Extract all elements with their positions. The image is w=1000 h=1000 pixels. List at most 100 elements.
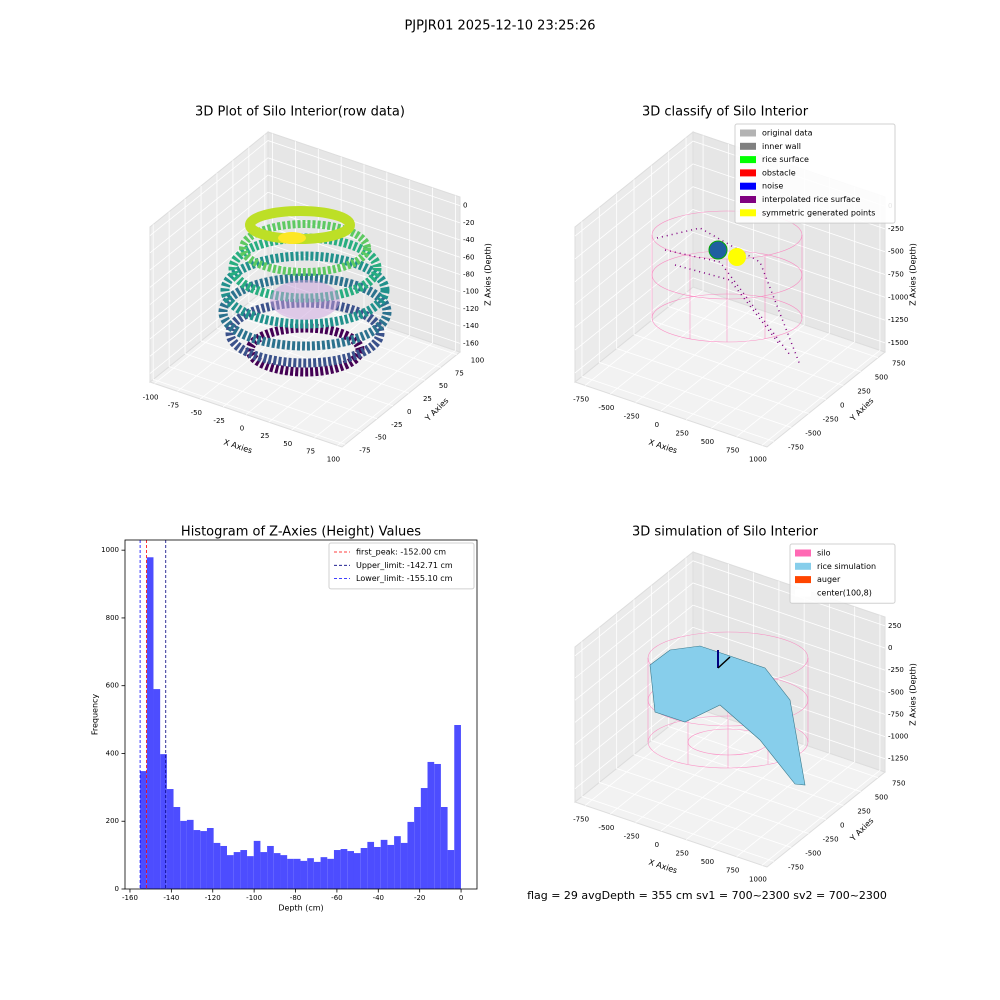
legend-box — [328, 542, 475, 590]
legend-swatch — [740, 182, 756, 190]
z-tick-label: -40 — [463, 236, 474, 244]
x-tick-label: -500 — [598, 824, 614, 832]
x-tick-label: 0 — [655, 421, 659, 429]
x-tick-label: -60 — [331, 894, 342, 902]
z-tick-label: -1250 — [888, 755, 908, 763]
z-tick-label: -750 — [888, 710, 904, 718]
x-tick-label: 250 — [675, 850, 688, 858]
grid-line — [633, 599, 827, 820]
grid-line — [200, 185, 394, 407]
grid-line — [574, 209, 886, 305]
silo-wireframe — [651, 210, 803, 366]
x-tick-label: 1000 — [749, 455, 767, 463]
y-tick-label: -500 — [805, 429, 821, 437]
grid-line — [761, 615, 881, 866]
legend-label: original data — [762, 129, 813, 138]
bar — [434, 763, 441, 889]
bar — [247, 856, 254, 889]
bar — [440, 807, 448, 889]
legend-swatch — [795, 576, 811, 584]
bar — [374, 846, 381, 889]
z-tick-label: -750 — [888, 271, 904, 279]
y-tick-label: -250 — [823, 835, 839, 843]
bar — [200, 831, 207, 889]
legend-label: auger — [817, 575, 841, 584]
x-tick-label: -250 — [624, 413, 640, 421]
y-tick-label: 100 — [471, 357, 484, 365]
bar — [206, 828, 214, 889]
y-tick-label: 400 — [106, 749, 119, 757]
legend-label: symmetric generated points — [762, 208, 875, 217]
bar — [267, 845, 274, 889]
bar — [280, 855, 288, 889]
grid-line — [264, 134, 457, 355]
y-tick-label: 75 — [455, 369, 464, 377]
x-tick-label: -80 — [290, 894, 301, 902]
grid-line — [574, 604, 886, 701]
bar — [240, 850, 248, 889]
x-tick-label: 50 — [283, 440, 292, 448]
legend-swatch — [795, 589, 811, 597]
point-cloud — [218, 206, 392, 377]
bar — [260, 852, 268, 889]
x-tick-label: 500 — [701, 858, 714, 866]
bar — [233, 852, 241, 889]
z-tick-label: -250 — [888, 225, 904, 233]
legend-swatch — [740, 196, 756, 203]
legend-box — [789, 543, 896, 604]
x-axis-label: Depth (cm) — [278, 904, 323, 913]
grid-line — [314, 187, 433, 439]
bar — [193, 830, 201, 889]
x-tick-label: 100 — [327, 455, 340, 463]
bar — [160, 754, 167, 889]
grid-line — [149, 140, 461, 236]
grid-line — [222, 156, 342, 408]
y-tick-label: 250 — [857, 808, 870, 816]
grid-line — [616, 193, 809, 414]
legend-label: center(100,8) — [817, 588, 872, 597]
y-tick-label: 50 — [439, 382, 448, 390]
y-tick-label: 500 — [875, 794, 888, 802]
bar — [180, 820, 187, 889]
legend-label: rice surface — [762, 155, 809, 164]
bar — [333, 850, 341, 889]
y-tick-label: -50 — [375, 434, 386, 442]
grid-line — [616, 613, 809, 834]
y-tick-label: 800 — [106, 614, 119, 622]
legend-label: inner wall — [762, 142, 801, 151]
y-tick-label: 500 — [875, 374, 888, 382]
grid-line — [685, 137, 879, 358]
x-tick-label: -120 — [205, 894, 221, 902]
grid-line — [574, 277, 886, 374]
grid-line — [736, 606, 856, 858]
x-tick-label: -100 — [143, 394, 159, 402]
x-tick-label: -25 — [213, 417, 224, 425]
bar — [213, 842, 221, 889]
z-axis-label: Z Axies (Depth) — [484, 243, 493, 306]
grid-line — [574, 626, 886, 723]
y-tick-label: -500 — [805, 849, 821, 857]
z-tick-label: -250 — [888, 666, 904, 674]
z-tick-label: 250 — [888, 622, 901, 630]
chart-title: Histogram of Z-Axies (Height) Values — [181, 525, 421, 540]
bar — [407, 821, 415, 889]
grid-line — [216, 173, 410, 394]
bar — [347, 851, 354, 889]
x-tick-label: -500 — [598, 404, 614, 412]
bar — [454, 725, 461, 889]
chart-title: 3D classify of Silo Interior — [642, 105, 809, 120]
legend-label: obstacle — [762, 168, 796, 177]
grid-line — [574, 231, 886, 328]
x-tick-label: 75 — [306, 448, 315, 456]
x-tick-label: -40 — [373, 894, 384, 902]
z-tick-label: -80 — [463, 271, 474, 279]
legend-swatch — [795, 562, 811, 570]
grid-line — [650, 165, 844, 386]
grid-line — [268, 172, 388, 423]
x-tick-label: 1000 — [749, 875, 767, 883]
x-tick-label: 0 — [459, 894, 463, 902]
x-tick-label: 500 — [701, 438, 714, 446]
grid-line — [610, 563, 729, 815]
x-tick-label: -750 — [573, 395, 589, 403]
y-tick-label: 0 — [115, 885, 119, 893]
